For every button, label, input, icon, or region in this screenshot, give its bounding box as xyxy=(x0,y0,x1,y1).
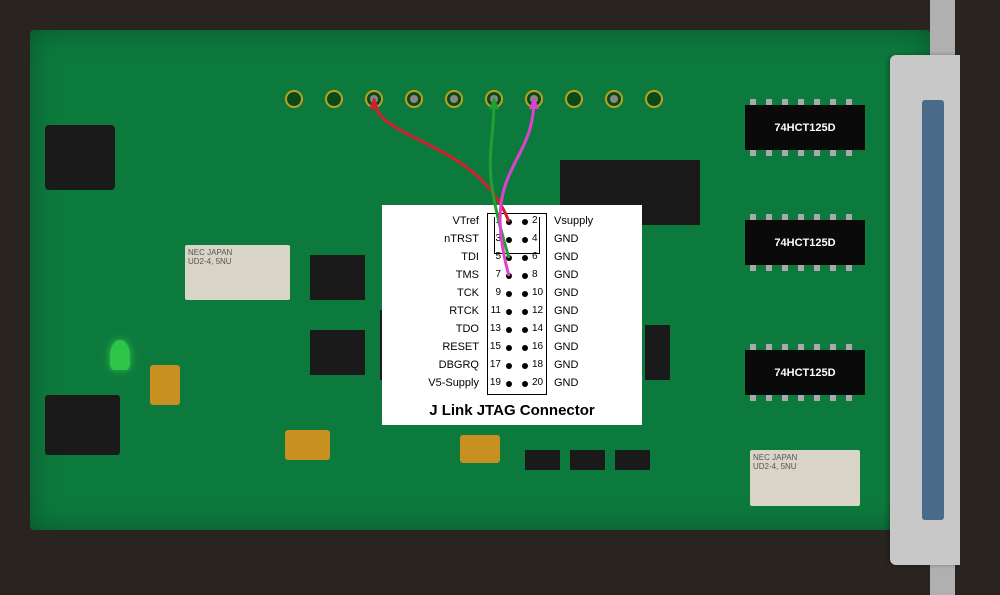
pin-dot xyxy=(506,219,512,225)
pin-dot xyxy=(506,309,512,315)
pin-dot xyxy=(506,327,512,333)
pin-num: 19 xyxy=(488,377,501,388)
relay: NEC JAPANUD2-4, 5NU xyxy=(185,245,290,300)
pin-num: 1 xyxy=(488,215,501,226)
tantalum-cap xyxy=(150,365,180,405)
pin-dot xyxy=(506,291,512,297)
buffer-ic: 74HCT125D xyxy=(745,220,865,265)
buffer-ic: 74HCT125D xyxy=(745,350,865,395)
pin-label-right: GND xyxy=(554,359,609,371)
pin-label-left: VTref xyxy=(424,215,479,227)
jtag-via xyxy=(285,90,303,108)
tantalum-cap xyxy=(460,435,500,463)
usb-connector xyxy=(45,125,115,190)
jtag-via xyxy=(445,90,463,108)
pinout-title: J Link JTAG Connector xyxy=(382,402,642,419)
tantalum-cap xyxy=(285,430,330,460)
pin-label-right: Vsupply xyxy=(554,215,609,227)
pin-label-right: GND xyxy=(554,233,609,245)
pin-num: 3 xyxy=(488,233,501,244)
pin-num: 7 xyxy=(488,269,501,280)
dsub-connector xyxy=(890,55,960,565)
pin-label-left: RESET xyxy=(424,341,479,353)
pin-label-left: DBGRQ xyxy=(424,359,479,371)
pin-dot xyxy=(522,291,528,297)
pin-dot xyxy=(522,381,528,387)
pin-label-right: GND xyxy=(554,323,609,335)
pin-dot xyxy=(522,255,528,261)
pin-label-left: TDO xyxy=(424,323,479,335)
pin-num: 10 xyxy=(532,287,547,298)
pin-label-left: RTCK xyxy=(424,305,479,317)
pin-num: 16 xyxy=(532,341,547,352)
jtag-via xyxy=(365,90,383,108)
small-ic xyxy=(310,255,365,300)
pin-dot xyxy=(522,237,528,243)
jtag-via xyxy=(325,90,343,108)
pin-dot xyxy=(506,273,512,279)
pin-num: 12 xyxy=(532,305,547,316)
pin-num: 13 xyxy=(488,323,501,334)
relay: NEC JAPANUD2-4, 5NU xyxy=(750,450,860,506)
pin-dot xyxy=(522,363,528,369)
pin-dot xyxy=(506,381,512,387)
pin-num: 9 xyxy=(488,287,501,298)
pin-label-left: V5-Supply xyxy=(424,377,479,389)
pin-num: 8 xyxy=(532,269,547,280)
ic-label: 74HCT125D xyxy=(774,237,835,249)
pin-num: 6 xyxy=(532,251,547,262)
smd xyxy=(570,450,605,470)
status-led xyxy=(110,340,130,370)
jtag-via-row xyxy=(285,90,655,115)
ic-label: 74HCT125D xyxy=(774,367,835,379)
pin-dot xyxy=(506,255,512,261)
pin-label-left: TDI xyxy=(424,251,479,263)
pin-num: 5 xyxy=(488,251,501,262)
ic-label: 74HCT125D xyxy=(774,122,835,134)
jtag-via xyxy=(525,90,543,108)
buffer-ic: 74HCT125D xyxy=(745,105,865,150)
pin-num: 2 xyxy=(532,215,547,226)
relay-mfr: NEC JAPAN xyxy=(753,453,797,462)
dsub-contacts xyxy=(922,100,944,520)
jtag-via xyxy=(565,90,583,108)
pin-label-right: GND xyxy=(554,251,609,263)
pin-num: 20 xyxy=(532,377,547,388)
pin-label-right: GND xyxy=(554,341,609,353)
pin-label-right: GND xyxy=(554,377,609,389)
relay-mfr: NEC JAPAN xyxy=(188,248,232,257)
pin-num: 11 xyxy=(488,305,501,316)
jtag-via xyxy=(605,90,623,108)
pin-dot xyxy=(522,219,528,225)
elec-cap xyxy=(645,325,670,380)
pin-label-right: GND xyxy=(554,287,609,299)
pin-dot xyxy=(522,309,528,315)
relay-model: UD2-4, 5NU xyxy=(753,462,797,471)
pin-num: 15 xyxy=(488,341,501,352)
pin-label-left: TCK xyxy=(424,287,479,299)
smd xyxy=(615,450,650,470)
small-ic xyxy=(310,330,365,375)
pin-num: 14 xyxy=(532,323,547,334)
jtag-pinout-overlay: VTref12VsupplynTRST34GNDTDI56GNDTMS78GND… xyxy=(382,205,642,425)
pin-label-right: GND xyxy=(554,305,609,317)
smd xyxy=(525,450,560,470)
pin-dot xyxy=(522,273,528,279)
pin-dot xyxy=(506,237,512,243)
pin-label-right: GND xyxy=(554,269,609,281)
pin-dot xyxy=(506,345,512,351)
pin-label-left: TMS xyxy=(424,269,479,281)
pin-label-left: nTRST xyxy=(424,233,479,245)
audio-jack xyxy=(45,395,120,455)
pin-num: 4 xyxy=(532,233,547,244)
pin-dot xyxy=(506,363,512,369)
jtag-via xyxy=(405,90,423,108)
pin-num: 17 xyxy=(488,359,501,370)
pin-dot xyxy=(522,345,528,351)
jtag-via xyxy=(645,90,663,108)
jtag-via xyxy=(485,90,503,108)
pin-dot xyxy=(522,327,528,333)
pin-num: 18 xyxy=(532,359,547,370)
relay-model: UD2-4, 5NU xyxy=(188,257,232,266)
